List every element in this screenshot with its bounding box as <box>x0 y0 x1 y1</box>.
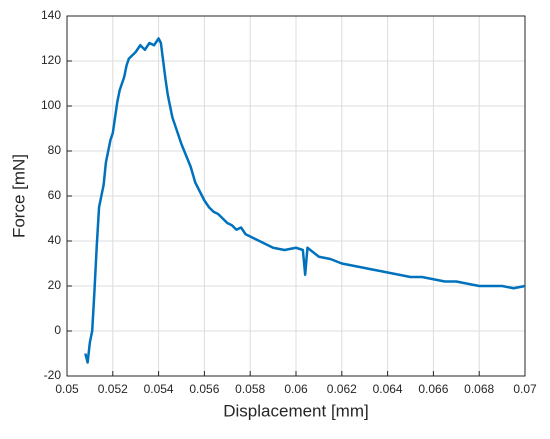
x-tick-label: 0.05 <box>55 382 79 396</box>
y-tick-label: 100 <box>41 98 61 112</box>
y-tick-label: -20 <box>44 368 62 382</box>
y-tick-label: 0 <box>54 323 61 337</box>
x-tick-label: 0.064 <box>373 382 403 396</box>
x-tick-label: 0.06 <box>284 382 308 396</box>
plot-frame <box>66 15 526 377</box>
y-tick-label: 80 <box>48 143 62 157</box>
y-tick-label: 40 <box>48 233 62 247</box>
x-tick-label: 0.062 <box>327 382 357 396</box>
data-line <box>84 37 526 364</box>
x-tick-label: 0.052 <box>98 382 128 396</box>
y-tick-label: 140 <box>41 8 61 22</box>
x-tick-label: 0.056 <box>189 382 219 396</box>
y-tick-label: 20 <box>48 278 62 292</box>
y-tick-label: 60 <box>48 188 62 202</box>
x-tick-label: 0.058 <box>235 382 265 396</box>
x-tick-label: 0.066 <box>418 382 448 396</box>
x-tick-label: 0.068 <box>464 382 494 396</box>
x-axis-label: Displacement [mm] <box>223 401 368 420</box>
x-tick-label: 0.07 <box>513 382 537 396</box>
y-tick-label: 120 <box>41 53 61 67</box>
x-tick-label: 0.054 <box>144 382 174 396</box>
y-axis-label: Force [mN] <box>9 154 28 238</box>
